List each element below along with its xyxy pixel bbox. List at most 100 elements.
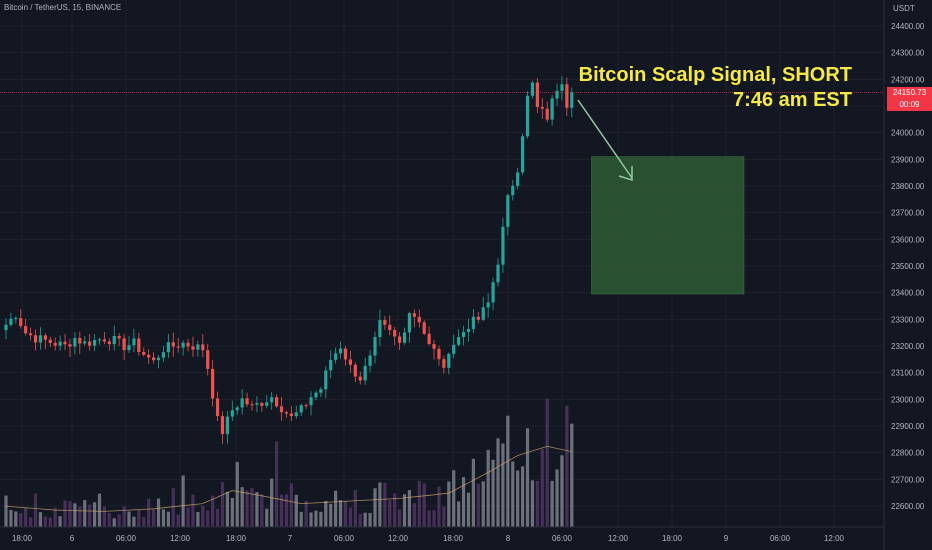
candle-body bbox=[521, 136, 525, 173]
volume-bar bbox=[304, 501, 308, 527]
x-tick-label: 12:00 bbox=[388, 534, 409, 543]
x-tick-label: 7 bbox=[288, 534, 293, 543]
x-tick-label: 06:00 bbox=[770, 534, 791, 543]
chart-grid bbox=[0, 0, 884, 527]
candle-body bbox=[373, 337, 377, 356]
volume-bar bbox=[152, 509, 156, 527]
candle-body bbox=[97, 339, 102, 341]
volume-bar bbox=[220, 481, 225, 527]
candle-body bbox=[181, 342, 185, 348]
time-axis[interactable]: 18:00 6 06:00 12:00 18:00 7 06:00 12:00 18:00 8 06… bbox=[12, 534, 845, 543]
candle-body bbox=[432, 344, 436, 349]
volume-bar bbox=[53, 507, 57, 527]
candle-body bbox=[511, 185, 515, 196]
volume-bar bbox=[343, 501, 348, 527]
volume-bar bbox=[230, 497, 234, 527]
candle-body bbox=[525, 95, 530, 137]
y-tick-label: 23600.00 bbox=[891, 235, 925, 244]
candle-body bbox=[506, 195, 510, 227]
volume-bar bbox=[240, 487, 244, 527]
candle-body bbox=[235, 407, 239, 411]
currency-label: USDT bbox=[893, 4, 915, 13]
candle-body bbox=[289, 413, 293, 417]
volume-bar bbox=[348, 507, 352, 527]
candle-body bbox=[501, 226, 505, 265]
target-box bbox=[591, 156, 745, 295]
volume-bar bbox=[368, 512, 372, 527]
price-axis[interactable]: 24400.0024300.0024200.0024100.0024000.00… bbox=[891, 22, 925, 511]
volume-bar bbox=[166, 511, 170, 527]
candle-body bbox=[535, 82, 539, 107]
x-tick-label: 06:00 bbox=[334, 534, 355, 543]
candle-body bbox=[294, 412, 298, 417]
last-price-tag: 24150.73 00:09 bbox=[887, 87, 932, 111]
candle-body bbox=[516, 172, 520, 186]
volume-bar bbox=[393, 493, 397, 527]
candle-body bbox=[388, 324, 392, 331]
volume-bar bbox=[201, 505, 205, 527]
volume-bar bbox=[117, 514, 121, 527]
candle-body bbox=[152, 357, 156, 361]
volume-bar bbox=[437, 486, 441, 527]
candle-body bbox=[383, 320, 387, 325]
volume-bar bbox=[309, 512, 313, 527]
candle-body bbox=[48, 339, 52, 343]
candle-body bbox=[19, 318, 23, 327]
candle-body bbox=[14, 318, 18, 320]
volume-bar bbox=[92, 502, 97, 527]
volume-bar bbox=[466, 492, 471, 527]
candle-body bbox=[427, 333, 431, 345]
volume-bar bbox=[570, 423, 574, 527]
volume-bar bbox=[373, 488, 377, 527]
volume-bar bbox=[338, 500, 343, 527]
annotation-line-2: 7:46 am EST bbox=[733, 89, 852, 111]
candle-body bbox=[29, 333, 33, 336]
x-tick-label: 6 bbox=[70, 534, 75, 543]
y-tick-label: 22800.00 bbox=[891, 449, 925, 458]
candle-body bbox=[117, 335, 121, 339]
x-tick-label: 18:00 bbox=[443, 534, 464, 543]
volume-bar bbox=[334, 490, 338, 527]
candle-body bbox=[348, 359, 352, 365]
y-tick-label: 23800.00 bbox=[891, 182, 925, 191]
volume-bar bbox=[63, 500, 67, 527]
candle-body bbox=[250, 404, 254, 406]
volume-bar bbox=[555, 469, 559, 527]
volume-bar bbox=[181, 475, 185, 527]
volume-bar bbox=[38, 512, 43, 527]
candle-body bbox=[442, 359, 446, 368]
volume-bar bbox=[565, 405, 569, 527]
volume-bar bbox=[127, 511, 131, 527]
volume-bar bbox=[206, 510, 210, 527]
y-tick-label: 23100.00 bbox=[891, 369, 925, 378]
candle-body bbox=[161, 352, 166, 358]
volume-bar bbox=[33, 493, 38, 527]
candle-body bbox=[565, 84, 569, 108]
candle-body bbox=[166, 342, 170, 353]
candle-body bbox=[540, 106, 544, 109]
candle-body bbox=[422, 322, 426, 334]
candle-body bbox=[353, 364, 357, 377]
y-tick-label: 23700.00 bbox=[891, 209, 925, 218]
volume-bar bbox=[442, 506, 446, 527]
candle-body bbox=[83, 341, 87, 344]
candle-body bbox=[329, 359, 333, 371]
candle-body bbox=[417, 316, 421, 323]
volume-bar bbox=[161, 509, 166, 527]
candle-body bbox=[53, 342, 57, 346]
candle-body bbox=[156, 357, 161, 361]
volume-bar bbox=[530, 480, 535, 527]
candle-body bbox=[545, 108, 549, 120]
volume-bar bbox=[378, 482, 382, 527]
volume-bar bbox=[324, 501, 328, 527]
candle-body bbox=[560, 84, 564, 91]
volume-bar bbox=[137, 509, 141, 527]
candle-body bbox=[275, 397, 279, 407]
volume-bar bbox=[260, 494, 264, 527]
volume-bar bbox=[83, 500, 87, 527]
candle-body bbox=[206, 350, 210, 369]
candle-body bbox=[171, 342, 175, 347]
candle-body bbox=[555, 90, 559, 99]
y-tick-label: 24300.00 bbox=[891, 49, 925, 58]
